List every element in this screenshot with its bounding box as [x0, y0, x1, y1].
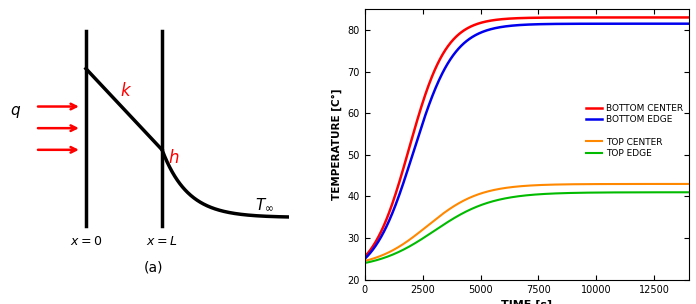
TOP EDGE	[418, 237, 427, 241]
TOP CENTER	[444, 208, 452, 212]
TOP EDGE	[361, 261, 369, 265]
TOP EDGE	[552, 192, 560, 195]
TOP EDGE	[577, 191, 585, 195]
BOTTOM EDGE	[552, 22, 560, 26]
TOP CENTER	[361, 259, 369, 263]
Line: TOP EDGE: TOP EDGE	[365, 192, 689, 263]
BOTTOM CENTER	[361, 255, 369, 259]
BOTTOM CENTER	[444, 44, 452, 48]
Text: (a): (a)	[144, 260, 164, 274]
Text: $x=0$: $x=0$	[70, 234, 102, 247]
Y-axis label: TEMPERATURE [C°]: TEMPERATURE [C°]	[331, 89, 342, 200]
Line: BOTTOM EDGE: BOTTOM EDGE	[365, 24, 689, 259]
Text: $k$: $k$	[120, 82, 132, 100]
BOTTOM EDGE	[507, 24, 516, 28]
Text: $T_\infty$: $T_\infty$	[255, 197, 274, 213]
TOP EDGE	[444, 220, 452, 224]
BOTTOM EDGE	[444, 61, 452, 65]
BOTTOM CENTER	[605, 16, 613, 19]
TOP CENTER	[552, 183, 560, 186]
Text: $h$: $h$	[168, 149, 179, 167]
BOTTOM CENTER	[577, 16, 585, 19]
X-axis label: TIME [s]: TIME [s]	[501, 300, 553, 304]
Legend: BOTTOM CENTER, BOTTOM EDGE, , TOP CENTER, TOP EDGE: BOTTOM CENTER, BOTTOM EDGE, , TOP CENTER…	[584, 102, 685, 160]
TOP CENTER	[577, 182, 585, 186]
BOTTOM EDGE	[685, 22, 693, 26]
Text: $q$: $q$	[10, 104, 21, 120]
TOP CENTER	[605, 182, 613, 186]
Line: TOP CENTER: TOP CENTER	[365, 184, 689, 261]
BOTTOM CENTER	[552, 16, 560, 19]
BOTTOM EDGE	[361, 257, 369, 261]
TOP CENTER	[507, 185, 516, 189]
Line: BOTTOM CENTER: BOTTOM CENTER	[365, 17, 689, 257]
TOP EDGE	[605, 191, 613, 194]
BOTTOM CENTER	[685, 16, 693, 19]
BOTTOM EDGE	[605, 22, 613, 26]
BOTTOM CENTER	[418, 102, 427, 106]
BOTTOM EDGE	[577, 22, 585, 26]
TOP CENTER	[418, 228, 427, 232]
TOP EDGE	[685, 190, 693, 194]
TOP CENTER	[685, 182, 693, 186]
TOP EDGE	[507, 195, 516, 199]
BOTTOM CENTER	[507, 17, 516, 20]
BOTTOM EDGE	[418, 123, 427, 126]
Text: $x=L$: $x=L$	[146, 234, 177, 247]
